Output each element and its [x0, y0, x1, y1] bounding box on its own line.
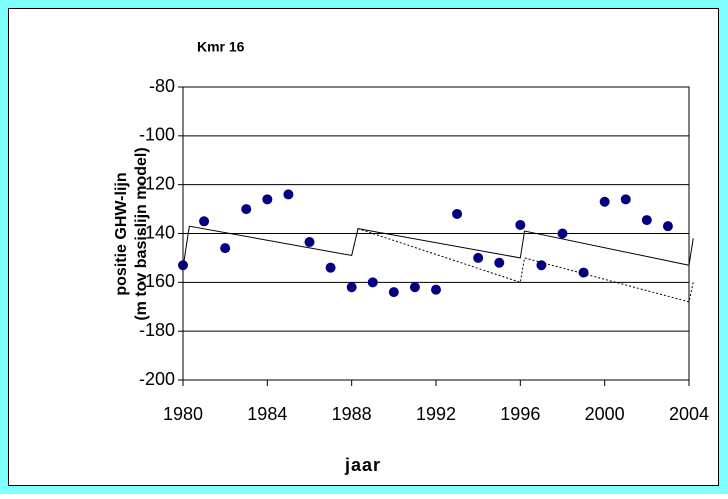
x-axis-label: jaar: [344, 455, 381, 475]
y-tick-label: -180: [139, 320, 175, 340]
data-point: [220, 243, 231, 254]
data-point: [409, 282, 420, 293]
data-point: [494, 257, 505, 268]
x-tick-label: 1988: [332, 404, 372, 424]
data-point: [557, 228, 568, 239]
data-point: [452, 208, 463, 219]
data-point: [304, 237, 315, 248]
data-point: [262, 194, 273, 205]
data-point: [325, 262, 336, 273]
chart-title: Kmr 16: [197, 39, 245, 55]
data-point: [283, 189, 294, 200]
data-point: [578, 267, 589, 278]
y-tick-label: -80: [149, 76, 175, 96]
x-tick-label: 1996: [500, 404, 540, 424]
data-point: [346, 282, 357, 293]
x-tick-label: 1980: [163, 404, 203, 424]
x-tick-label: 2000: [585, 404, 625, 424]
data-point: [199, 216, 210, 227]
data-point: [431, 284, 441, 295]
trend-line: [357, 228, 694, 303]
y-tick-label: -140: [139, 222, 175, 242]
plot-border: [182, 86, 690, 381]
y-tick-label: -200: [139, 369, 175, 389]
y-axis-label-line: (m tov basislijn model): [133, 147, 150, 320]
data-point: [367, 277, 378, 288]
data-point: [620, 194, 631, 205]
y-axis-label-line: positie GHW-lijn: [113, 172, 130, 295]
data-point: [515, 219, 526, 230]
data-point: [599, 196, 610, 207]
x-tick-label: 2004: [669, 404, 709, 424]
data-point: [241, 204, 252, 215]
y-axis-label: positie GHW-lijn (m tov basislijn model): [113, 147, 150, 320]
data-point: [473, 252, 484, 263]
data-point: [662, 221, 673, 232]
data-point: [388, 287, 399, 298]
y-tick-label: -100: [139, 125, 175, 145]
data-point: [536, 260, 547, 271]
y-tick-label: -120: [139, 173, 175, 193]
y-tick-label: -160: [139, 271, 175, 291]
trend-line: [182, 225, 694, 268]
x-tick-label: 1992: [416, 404, 456, 424]
x-tick-label: 1984: [247, 404, 287, 424]
data-point: [641, 215, 652, 226]
